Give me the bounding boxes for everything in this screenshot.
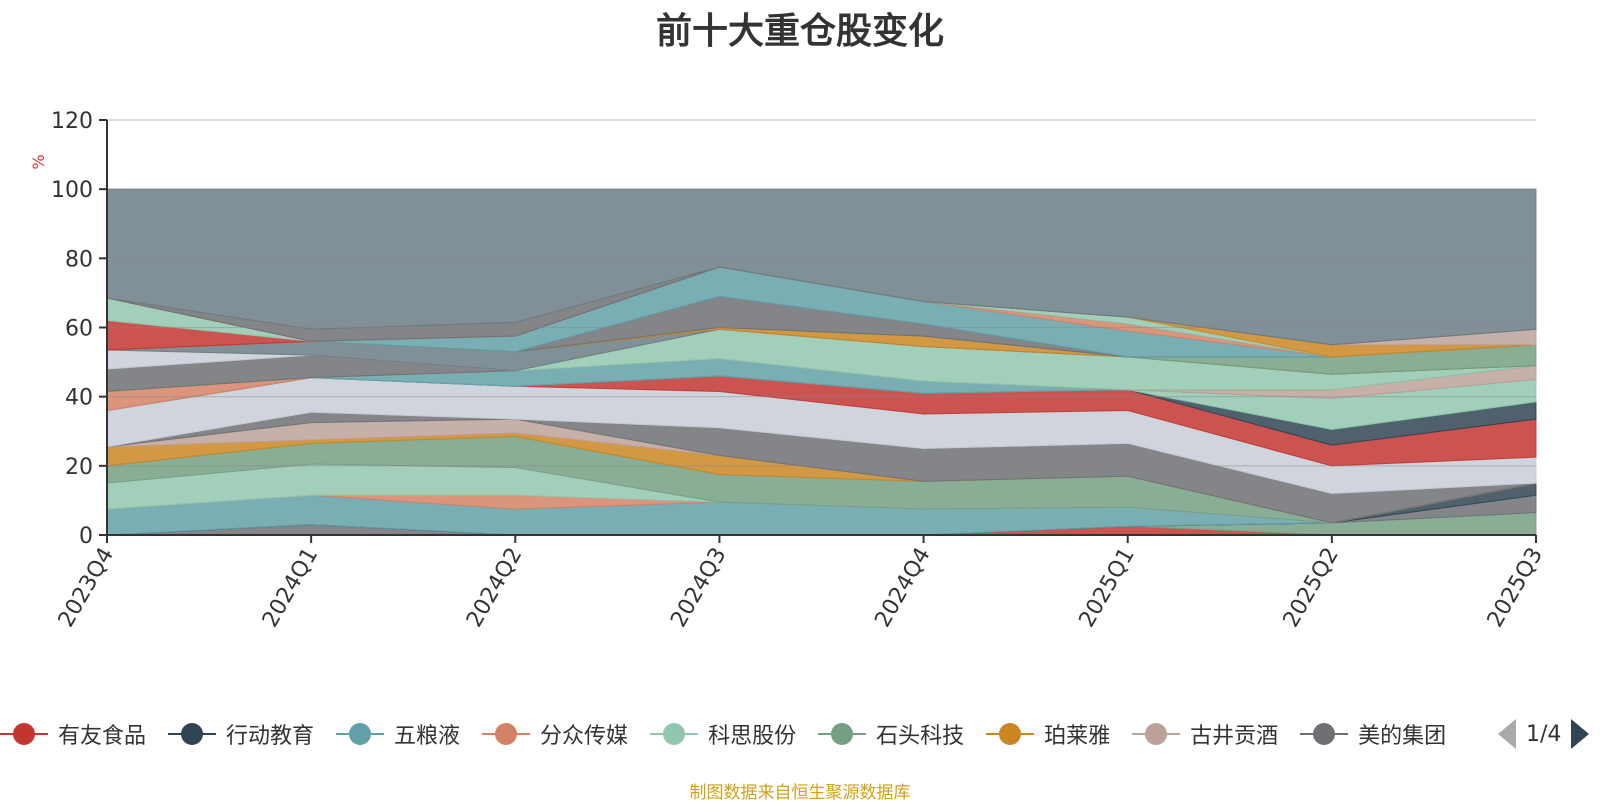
legend-item[interactable]: 珀莱雅: [986, 712, 1110, 756]
grid-lines: [107, 119, 1536, 467]
legend-item[interactable]: 有友食品: [0, 712, 146, 756]
y-tick-label: 100: [51, 178, 93, 203]
legend-marker-icon: [336, 722, 385, 746]
legend-marker-icon: [168, 722, 217, 746]
legend-item[interactable]: 科思股份: [650, 712, 796, 756]
legend-item[interactable]: 五粮液: [336, 712, 460, 756]
x-tick-label: 2025Q2: [1279, 544, 1344, 632]
legend-marker-icon: [650, 722, 699, 746]
stacked-area-chart: % 0 20 40 60 80 100 120 2023Q4 2024Q1 2024Q2 2024Q…: [29, 109, 1548, 632]
legend-marker-icon: [818, 722, 867, 746]
x-tick-label: 2024Q3: [666, 544, 731, 632]
legend-item[interactable]: 分众传媒: [482, 712, 628, 756]
legend-marker-icon: [986, 722, 1035, 746]
legend: 有友食品 行动教育 五粮液 分众传媒 科思股份 石头科技 珀莱雅 古井贡酒 美的集团: [0, 712, 1490, 756]
y-tick-label: 40: [65, 386, 93, 411]
legend-marker-icon: [0, 722, 48, 746]
x-tick-label: 2024Q4: [870, 544, 935, 632]
y-tick-label: 20: [65, 455, 93, 480]
x-tick-label: 2024Q2: [462, 544, 527, 632]
legend-prev-arrow-icon[interactable]: [1498, 719, 1516, 749]
y-tick-label: 80: [65, 247, 93, 272]
x-tick-label: 2024Q1: [258, 544, 323, 632]
y-tick-label: 0: [79, 524, 93, 549]
legend-pager: 1/4: [1498, 716, 1590, 752]
legend-next-arrow-icon[interactable]: [1571, 719, 1590, 749]
legend-label: 珀莱雅: [1044, 724, 1111, 749]
legend-label: 美的集团: [1358, 724, 1447, 749]
legend-label: 有友食品: [58, 724, 147, 749]
legend-marker-icon: [482, 722, 531, 746]
legend-label: 石头科技: [876, 724, 965, 749]
y-axis-unit-label: %: [29, 154, 48, 169]
x-tick-label: 2023Q4: [54, 544, 119, 632]
legend-label: 行动教育: [226, 724, 315, 749]
x-tick-label: 2025Q1: [1075, 544, 1140, 632]
legend-marker-icon: [1300, 722, 1349, 746]
legend-label: 分众传媒: [540, 724, 629, 749]
legend-page-indicator: 1/4: [1526, 721, 1562, 747]
legend-item[interactable]: 美的集团: [1300, 712, 1446, 756]
area-layer-34: [106, 188, 1537, 346]
y-tick-label: 120: [51, 109, 93, 134]
source-note: 制图数据来自恒生聚源数据库: [689, 783, 911, 803]
y-tick-label: 60: [65, 317, 93, 342]
legend-label: 古井贡酒: [1190, 724, 1279, 749]
legend-label: 五粮液: [394, 724, 461, 749]
legend-marker-icon: [1132, 722, 1181, 746]
chart-title: 前十大重仓股变化: [655, 11, 944, 52]
area-layers: [106, 188, 1537, 536]
legend-item[interactable]: 石头科技: [818, 712, 964, 756]
x-tick-label: 2025Q3: [1483, 544, 1548, 632]
legend-item[interactable]: 古井贡酒: [1132, 712, 1278, 756]
legend-label: 科思股份: [708, 724, 797, 749]
legend-item[interactable]: 行动教育: [168, 712, 314, 756]
